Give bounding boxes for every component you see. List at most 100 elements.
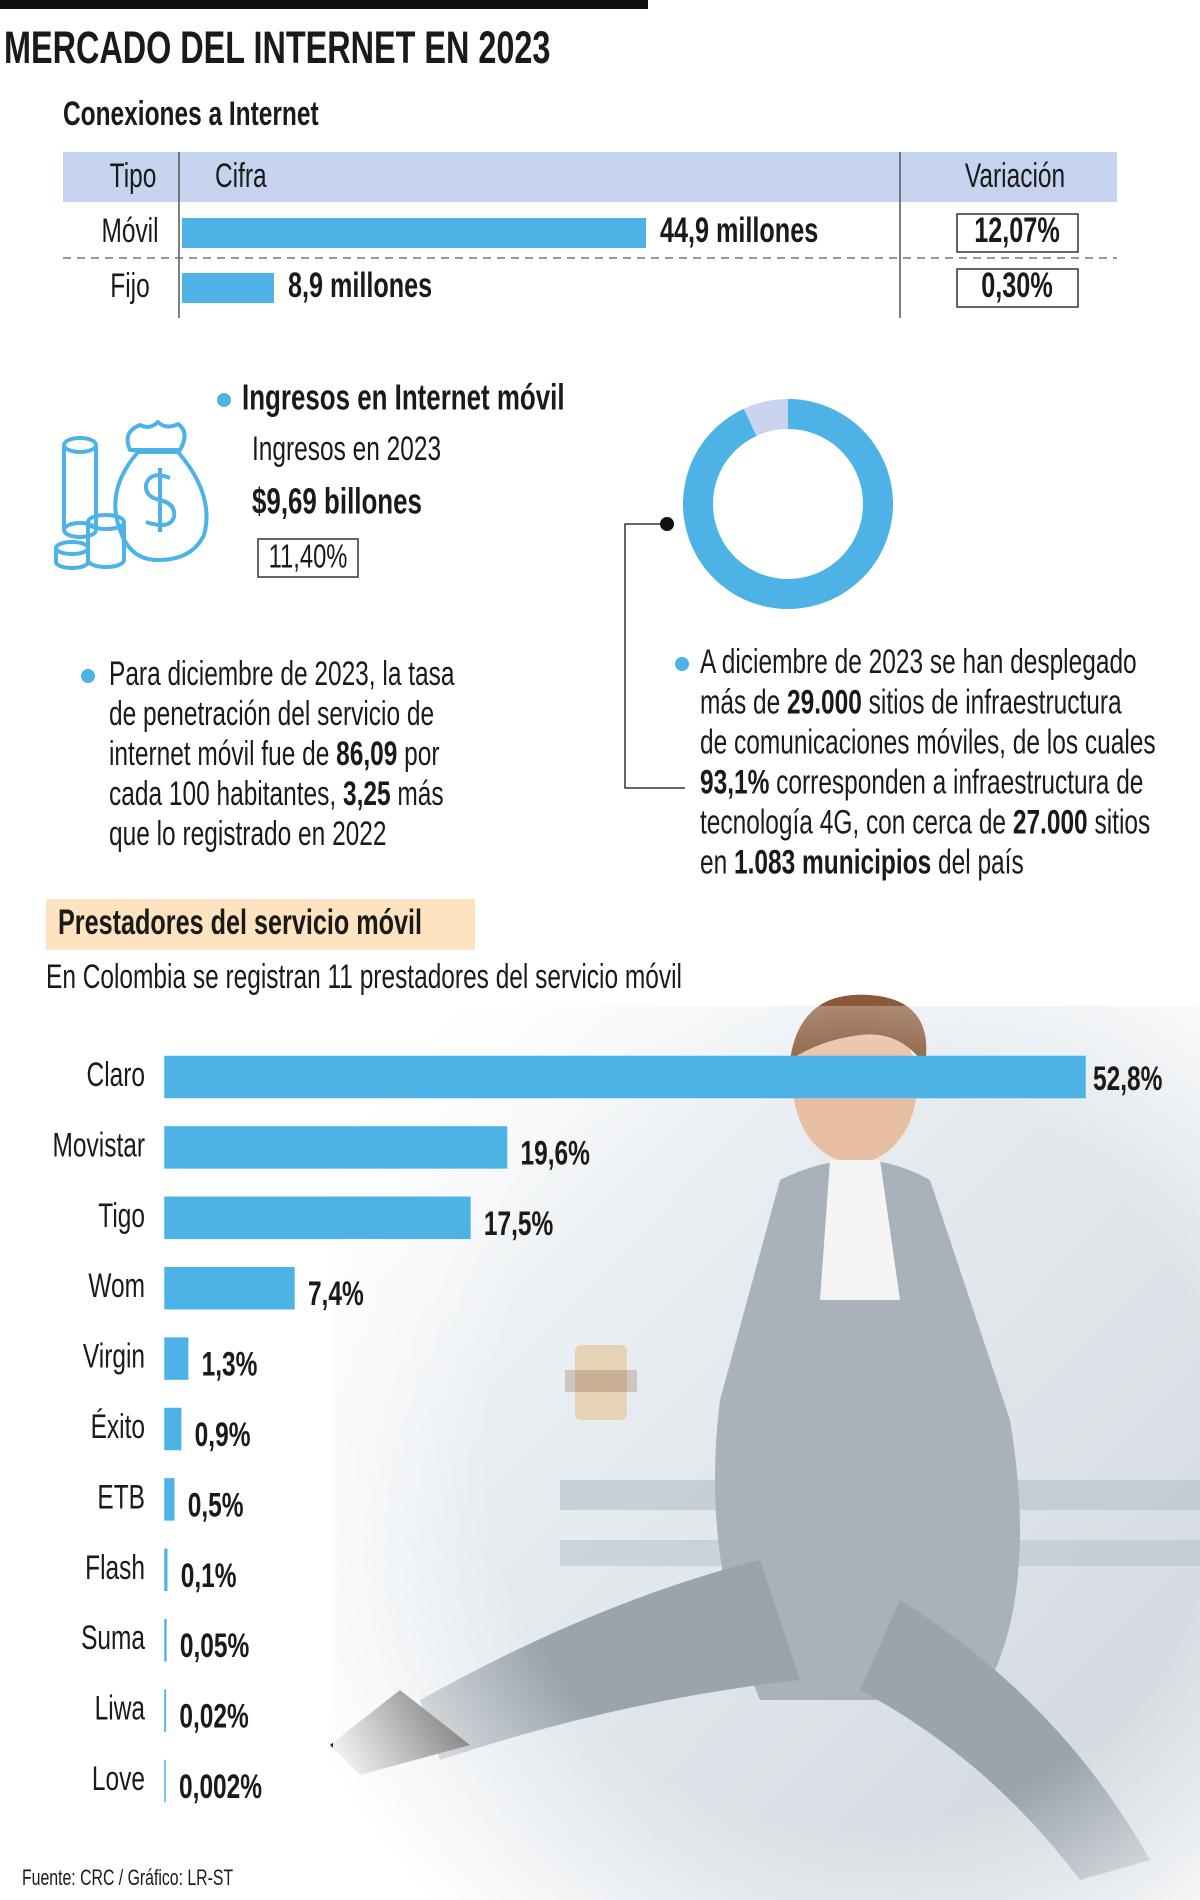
text-segment: más de <box>700 683 787 721</box>
bar <box>164 1337 189 1380</box>
text-segment: A diciembre de 2023 se han desplegado <box>700 643 1137 681</box>
category-label: Flash <box>85 1549 145 1587</box>
category-label: Tigo <box>98 1197 145 1235</box>
text-segment: tecnología 4G, con cerca de <box>700 804 1013 842</box>
text-segment: corresponden a infraestructura de <box>769 763 1143 801</box>
text-segment: 29.000 <box>787 683 862 721</box>
paragraph-line: que lo registrado en 2022 <box>109 815 387 853</box>
paragraph-line: de penetración del servicio de <box>109 695 434 733</box>
text-segment: más <box>391 775 444 813</box>
connector-dot <box>660 517 674 531</box>
top-rule <box>0 0 648 9</box>
income-change: 11,40% <box>269 539 348 576</box>
paragraph-line: internet móvil fue de 86,09 por <box>109 735 440 773</box>
variation-label: 0,30% <box>981 266 1052 305</box>
paragraph-line: 93,1% corresponden a infraestructura de <box>700 763 1143 801</box>
text-segment: de comunicaciones móviles, de los cuales <box>700 723 1156 761</box>
row-label: Móvil <box>101 212 158 250</box>
category-label: ETB <box>97 1479 145 1517</box>
bar <box>182 218 646 248</box>
variation-label: 12,07% <box>974 211 1059 250</box>
category-label: Liwa <box>95 1690 146 1728</box>
category-label: Virgin <box>83 1338 145 1376</box>
variation-box <box>956 213 1079 253</box>
paragraph-line: cada 100 habitantes, 3,25 más <box>109 775 444 813</box>
text-segment: 3,25 <box>343 775 391 813</box>
column-header: Variación <box>965 157 1065 195</box>
row-label: Fijo <box>110 267 149 305</box>
text-segment: que lo registrado en 2022 <box>109 815 387 853</box>
income-label: Ingresos en 2023 <box>252 430 441 468</box>
income-title: Ingresos en Internet móvil <box>242 377 565 417</box>
donut-segment <box>683 399 893 609</box>
category-label: Claro <box>87 1056 145 1094</box>
money-icon <box>54 420 209 570</box>
chart-title: Prestadores del servicio móvil <box>58 903 422 942</box>
bullet <box>217 393 231 407</box>
bar <box>164 1055 1086 1099</box>
value-label: 0,5% <box>188 1487 244 1525</box>
bar <box>164 1407 182 1451</box>
bar <box>164 1196 471 1240</box>
text-segment: sitios de infraestructura <box>862 683 1122 721</box>
text-segment: de penetración del servicio de <box>109 695 434 733</box>
bar <box>164 1548 168 1592</box>
text-segment: internet móvil fue de <box>109 735 336 773</box>
donut-segment <box>743 399 789 437</box>
category-label: Suma <box>81 1619 145 1657</box>
bullet <box>81 669 95 683</box>
paragraph-line: Para diciembre de 2023, la tasa <box>109 655 455 693</box>
text-segment: cada 100 habitantes, <box>109 775 343 813</box>
column-header: Tipo <box>110 157 157 195</box>
value-label: 0,05% <box>180 1627 249 1665</box>
category-label: Movistar <box>53 1127 146 1165</box>
text-segment: 93,1% <box>700 763 769 801</box>
value-label: 17,5% <box>484 1205 553 1243</box>
text-segment: 1.083 municipios <box>734 844 931 882</box>
text-segment: por <box>397 735 439 773</box>
change-box <box>257 538 359 578</box>
text-segment: sitios <box>1088 804 1151 842</box>
variation-box <box>956 268 1079 308</box>
value-label: 0,02% <box>179 1698 248 1736</box>
text-segment: en <box>700 844 734 882</box>
value-label: 1,3% <box>202 1346 258 1384</box>
bar <box>164 1618 167 1662</box>
table-header-band <box>63 152 1117 202</box>
paragraph-line: más de 29.000 sitios de infraestructura <box>700 683 1122 721</box>
category-label: Éxito <box>91 1408 145 1446</box>
bullet <box>675 657 689 671</box>
value-label: 0,002% <box>179 1768 262 1806</box>
category-label: Love <box>92 1760 145 1798</box>
bar <box>182 273 274 303</box>
connector-line <box>624 523 685 789</box>
text-segment: 86,09 <box>336 735 397 773</box>
source: Fuente: CRC / Gráfico: LR-ST <box>22 1866 233 1890</box>
value-label: 52,8% <box>1093 1060 1162 1098</box>
text-segment: del país <box>931 844 1023 882</box>
value-label: 7,4% <box>308 1275 364 1313</box>
chart-title: Conexiones a Internet <box>63 95 319 133</box>
section-heading-box <box>46 899 475 950</box>
text-segment: Para diciembre de 2023, la tasa <box>109 655 455 693</box>
income-amount: $9,69 billones <box>252 481 422 521</box>
chart-subtitle: En Colombia se registran 11 prestadores … <box>46 958 682 996</box>
paragraph-line: en 1.083 municipios del país <box>700 844 1024 882</box>
value-label: 0,9% <box>195 1416 251 1454</box>
value-label: 44,9 millones <box>660 211 818 250</box>
paragraph-line: A diciembre de 2023 se han desplegado <box>700 643 1137 681</box>
category-label: Wom <box>88 1267 145 1305</box>
value-label: 0,1% <box>181 1557 237 1595</box>
paragraph-line: tecnología 4G, con cerca de 27.000 sitio… <box>700 804 1150 842</box>
page-title: MERCADO DEL INTERNET EN 2023 <box>4 24 550 73</box>
bar <box>164 1126 508 1169</box>
bar <box>164 1266 295 1310</box>
bar <box>164 1478 175 1521</box>
value-label: 19,6% <box>521 1135 590 1173</box>
paragraph-line: de comunicaciones móviles, de los cuales <box>700 723 1156 761</box>
text-segment: 27.000 <box>1013 804 1088 842</box>
value-label: 8,9 millones <box>288 266 432 305</box>
column-header: Cifra <box>215 157 267 195</box>
